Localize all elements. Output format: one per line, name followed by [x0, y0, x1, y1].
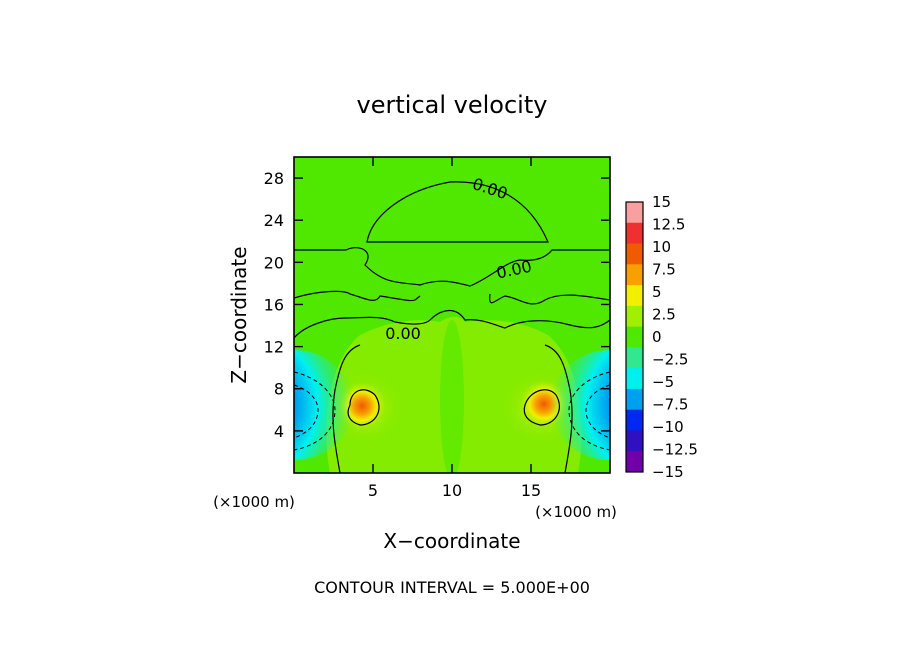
colorbar-label-4: 5	[652, 283, 662, 301]
colorbar-label-1: 12.5	[652, 216, 685, 234]
colorbar-label-11: −12.5	[652, 441, 698, 459]
y-axis-label: Z−coordinate	[227, 246, 251, 383]
contour-interval-note: CONTOUR INTERVAL = 5.000E+00	[314, 578, 590, 597]
chart-title: vertical velocity	[357, 91, 548, 119]
y-tick-label-0: 4	[274, 422, 284, 441]
y-tick-label-1: 8	[274, 380, 284, 399]
contour-label-2: 0.00	[385, 324, 421, 343]
x-tick-label-2: 15	[521, 481, 541, 500]
colorbar-swatch-4	[626, 285, 643, 307]
colorbar-swatch-12	[626, 451, 643, 473]
colorbar-swatch-10	[626, 409, 643, 431]
colorbar-swatch-2	[626, 243, 643, 265]
colorbar-label-0: 15	[652, 193, 671, 211]
colorbar-swatch-3	[626, 264, 643, 286]
x-unit-right: (×1000 m)	[535, 503, 617, 521]
colorbar-swatch-9	[626, 388, 643, 411]
y-tick-label-2: 12	[264, 338, 284, 357]
colorbar-label-12: −15	[652, 463, 684, 481]
colorbar-label-8: −5	[652, 373, 674, 391]
colorbar-label-2: 10	[652, 238, 671, 256]
colorbar-label-10: −10	[652, 418, 684, 436]
x-tick-label-1: 10	[442, 481, 462, 500]
y-tick-label-4: 20	[264, 253, 284, 272]
colorbar-label-5: 2.5	[652, 306, 676, 324]
x-tick-label-0: 5	[368, 481, 378, 500]
x-axis-label: X−coordinate	[383, 529, 520, 553]
negative-contours	[294, 371, 610, 451]
colorbar-label-9: −7.5	[652, 396, 688, 414]
x-unit-left: (×1000 m)	[213, 493, 295, 511]
y-tick-label-3: 16	[264, 295, 284, 314]
colorbar-label-3: 7.5	[652, 261, 676, 279]
colorbar-label-7: −2.5	[652, 351, 688, 369]
colorbar-swatch-7	[626, 347, 643, 369]
colorbar-swatch-6	[626, 326, 643, 348]
y-tick-label-5: 24	[264, 211, 284, 230]
colorbar: 15 12.5 10 7.5 5 2.5 0 −2.5 −5 −7.5 −10 −12.5 −15	[625, 193, 698, 481]
colorbar-swatch-5	[626, 305, 643, 328]
colorbar-swatch-0	[626, 202, 643, 224]
colorbar-swatch-11	[626, 430, 643, 452]
contour-lines	[294, 181, 610, 473]
colorbar-swatch-8	[626, 368, 643, 390]
y-tick-label-6: 28	[264, 169, 284, 188]
axis-ticks: 5 10 15 4 8 12 16 20 24 28	[264, 157, 610, 500]
colorbar-swatch-1	[626, 222, 643, 245]
colorbar-label-6: 0	[652, 328, 662, 346]
colorbar-frame	[625, 201, 644, 473]
